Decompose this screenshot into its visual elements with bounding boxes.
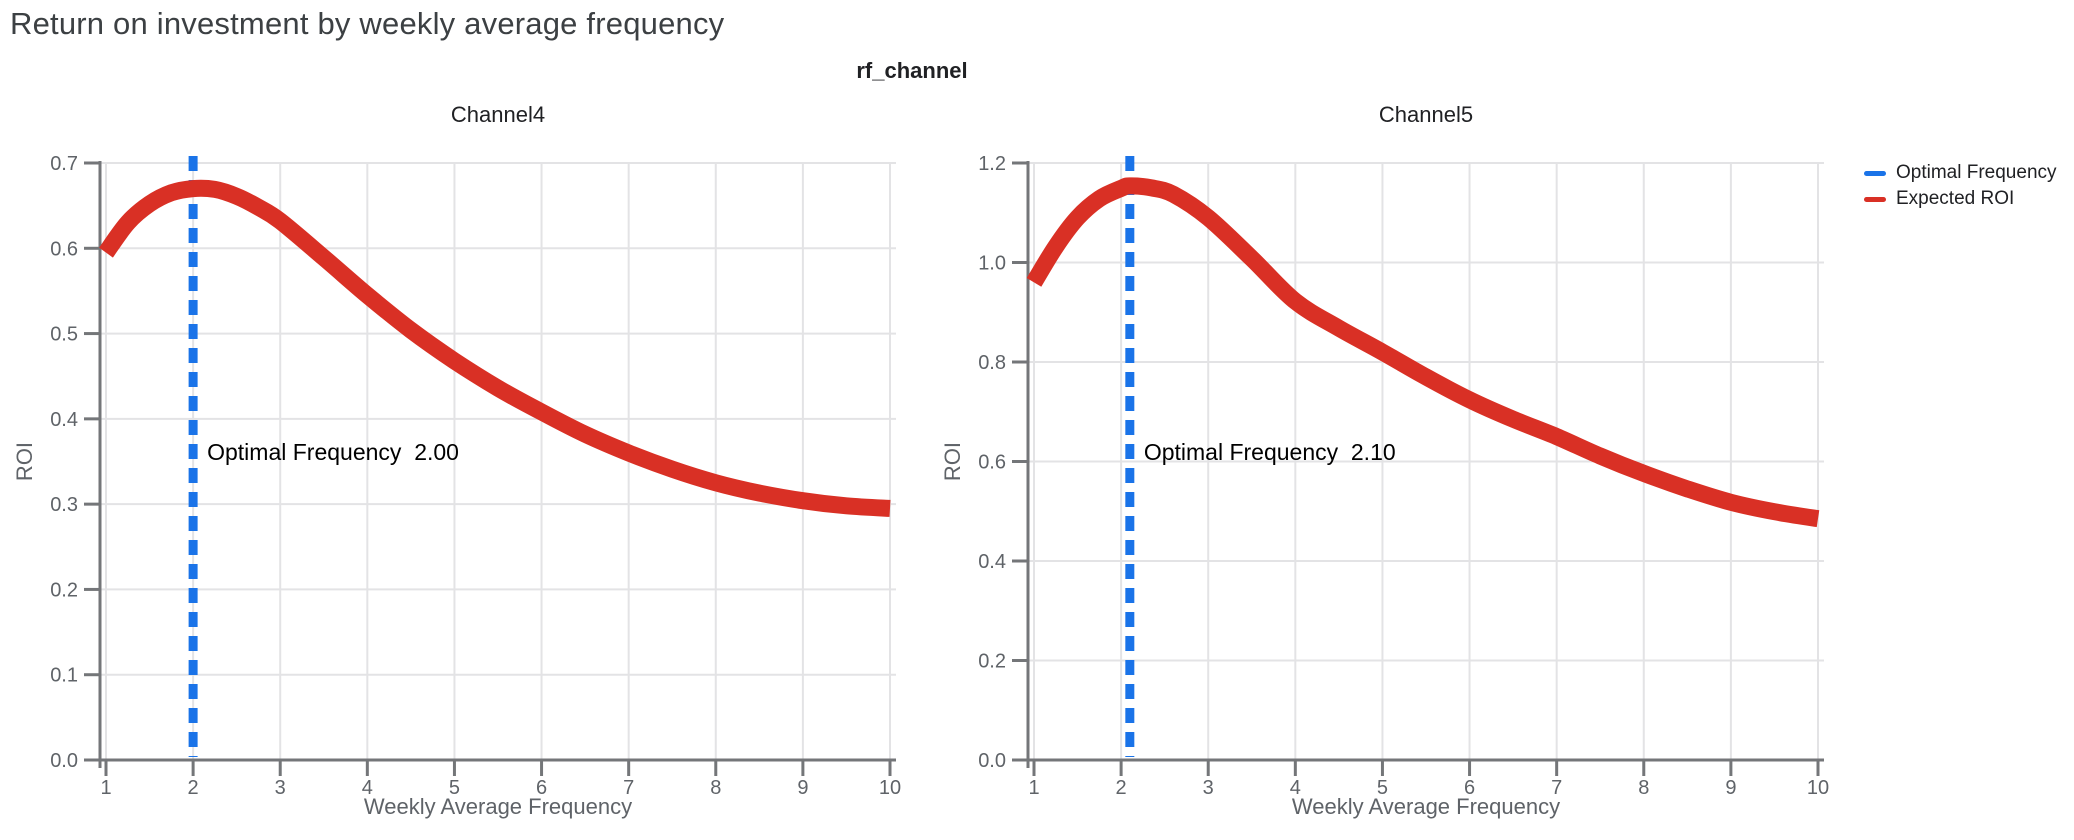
page-title: Return on investment by weekly average f…	[10, 6, 725, 41]
legend-label: Optimal Frequency	[1896, 162, 2057, 183]
expected-roi-curve	[1026, 177, 1820, 528]
y-tick-label: 1.2	[978, 153, 1006, 175]
x-tick-label: 6	[536, 777, 547, 799]
x-axis-title-left: Weekly Average Frequency	[363, 794, 633, 819]
x-tick-label: 2	[1116, 777, 1127, 799]
x-tick-label: 7	[1551, 777, 1562, 799]
x-axis-title-right: Weekly Average Frequency	[1291, 794, 1561, 819]
x-tick-label: 7	[623, 777, 634, 799]
expected-roi-swatch	[1864, 196, 1886, 202]
y-tick-label: 0.0	[50, 750, 78, 772]
y-tick-label: 0.8	[978, 352, 1006, 374]
x-tick-label: 1	[100, 777, 111, 799]
x-tick-label: 2	[188, 777, 199, 799]
y-tick-label: 0.6	[978, 452, 1006, 474]
y-tick-label: 0.5	[50, 324, 78, 346]
y-axis-title: ROI	[12, 442, 37, 481]
x-tick-label: 1	[1028, 777, 1039, 799]
x-tick-label: 9	[1725, 777, 1736, 799]
y-tick-label: 0.1	[50, 665, 78, 687]
x-tick-label: 10	[879, 777, 901, 799]
x-tick-label: 10	[1807, 777, 1829, 799]
x-tick-label: 6	[1464, 777, 1475, 799]
chart-legend: Optimal Frequency Expected ROI	[1864, 160, 2057, 212]
expected-roi-curve	[99, 179, 891, 517]
facet-title: rf_channel	[856, 58, 968, 83]
x-tick-label: 3	[275, 777, 286, 799]
legend-item-expected-roi: Expected ROI	[1864, 186, 2057, 212]
x-tick-label: 8	[710, 777, 721, 799]
y-tick-label: 0.4	[50, 409, 78, 431]
y-tick-label: 0.4	[978, 551, 1006, 573]
legend-label: Expected ROI	[1896, 188, 2015, 209]
optimal-frequency-annotation: Optimal Frequency 2.10	[1144, 439, 1396, 465]
optimal-frequency-swatch	[1864, 170, 1886, 176]
panel-title-channel4: Channel4	[450, 102, 546, 127]
x-tick-label: 8	[1638, 777, 1649, 799]
x-tick-label: 4	[362, 777, 373, 799]
x-tick-label: 5	[1377, 777, 1388, 799]
y-tick-label: 0.2	[978, 651, 1006, 673]
optimal-frequency-annotation: Optimal Frequency 2.00	[207, 439, 459, 465]
y-tick-label: 0.2	[50, 579, 78, 601]
y-tick-label: 0.7	[50, 153, 78, 175]
y-tick-label: 1.0	[978, 253, 1006, 275]
y-axis-title: ROI	[940, 442, 965, 481]
y-tick-label: 0.0	[978, 750, 1006, 772]
x-tick-label: 9	[797, 777, 808, 799]
panel-title-channel5: Channel5	[1378, 102, 1474, 127]
y-tick-label: 0.3	[50, 494, 78, 516]
x-tick-label: 4	[1290, 777, 1301, 799]
legend-item-optimal-frequency: Optimal Frequency	[1864, 160, 2057, 186]
x-tick-label: 5	[449, 777, 460, 799]
x-tick-label: 3	[1203, 777, 1214, 799]
y-tick-label: 0.6	[50, 238, 78, 260]
